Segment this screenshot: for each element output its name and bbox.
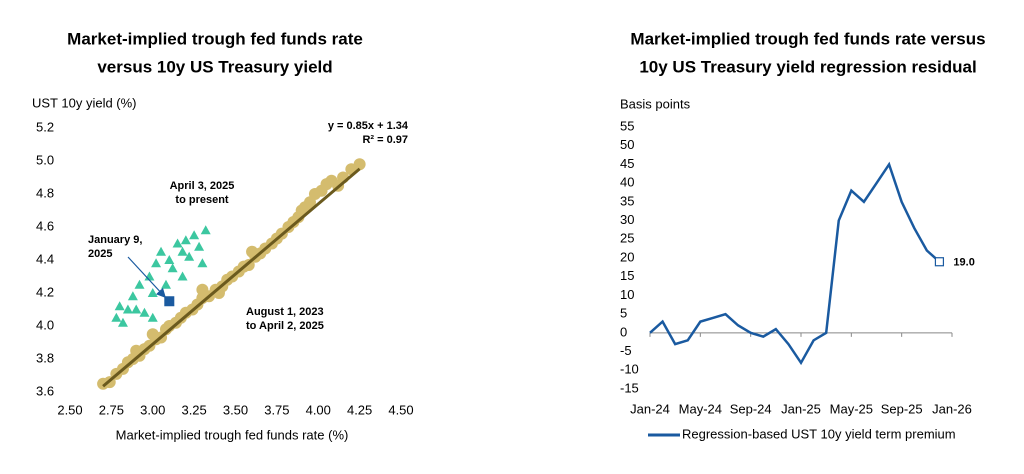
y-tick-label: 10 (620, 287, 634, 302)
point (160, 279, 171, 289)
point (111, 312, 122, 322)
end-marker (934, 257, 945, 267)
x-tick-label: May-24 (679, 401, 722, 416)
y-tick-label: 0 (620, 324, 627, 339)
arrow (127, 256, 166, 299)
point (189, 230, 200, 240)
y-tick-label: 5.0 (36, 152, 54, 167)
x-axis-label: Market-implied trough fed funds rate (%) (116, 427, 349, 442)
y-tick-label: -15 (620, 380, 639, 395)
y-axis-label: Basis points (620, 96, 691, 111)
y-tick-label: -10 (620, 362, 639, 377)
x-tick-label: 4.50 (388, 402, 413, 417)
point (180, 235, 191, 245)
y-tick-label: 50 (620, 137, 634, 152)
annotation: y = 0.85x + 1.34 (328, 120, 409, 132)
x-tick-label: Jan-25 (781, 401, 821, 416)
point (353, 158, 366, 171)
x-tick-label: 4.25 (347, 402, 372, 417)
point (177, 246, 188, 256)
x-tick-label: 3.75 (264, 402, 289, 417)
x-tick-label: Jan-26 (932, 401, 972, 416)
point (246, 245, 259, 258)
chart-title: versus 10y US Treasury yield (97, 57, 332, 76)
y-tick-label: 25 (620, 231, 634, 246)
point (134, 279, 145, 289)
y-tick-label: 4.8 (36, 185, 54, 200)
point (167, 263, 178, 273)
value-label: 19.0 (953, 257, 974, 269)
y-tick-label: -5 (620, 343, 632, 358)
point (194, 241, 205, 251)
line (649, 161, 941, 366)
y-tick-label: 4.4 (36, 251, 54, 266)
annotation: to present (175, 194, 229, 206)
chart-title: 10y US Treasury yield regression residua… (639, 57, 976, 76)
point (164, 296, 175, 307)
x-tick-label: May-25 (830, 401, 873, 416)
y-tick-label: 55 (620, 118, 634, 133)
y-tick-label: 15 (620, 268, 634, 283)
y-tick-label: 4.2 (36, 284, 54, 299)
annotation: to April 2, 2025 (246, 320, 324, 332)
point (164, 255, 175, 264)
y-tick-label: 3.8 (36, 350, 54, 365)
annotation: August 1, 2023 (246, 306, 324, 318)
y-tick-label: 45 (620, 156, 634, 171)
point (122, 304, 133, 314)
point (146, 328, 159, 341)
x-tick-label: Sep-25 (881, 401, 923, 416)
y-axis-label: UST 10y yield (%) (32, 95, 137, 110)
point (177, 271, 188, 281)
y-tick-label: 35 (620, 193, 634, 208)
point (197, 258, 208, 268)
y-tick-label: 5 (620, 306, 627, 321)
chart-title: Market-implied trough fed funds rate (67, 29, 363, 48)
y-tick-label: 20 (620, 249, 634, 264)
point (127, 291, 138, 301)
point (147, 312, 158, 322)
x-tick-label: 4.00 (306, 402, 331, 417)
point (184, 251, 195, 261)
point (196, 283, 209, 296)
point (114, 301, 125, 311)
x-tick-label: 3.25 (181, 402, 206, 417)
y-tick-label: 4.0 (36, 317, 54, 332)
x-tick-label: 2.75 (99, 402, 124, 417)
annotation: January 9, (88, 234, 142, 246)
x-tick-label: 3.50 (223, 402, 248, 417)
point (131, 304, 142, 314)
annotation: April 3, 2025 (170, 180, 235, 192)
chart-title: Market-implied trough fed funds rate ver… (630, 29, 985, 48)
point (117, 317, 128, 327)
y-tick-label: 3.6 (36, 383, 54, 398)
point (156, 246, 167, 256)
trendline (102, 167, 361, 388)
legend-label: Regression-based UST 10y yield term prem… (682, 426, 956, 441)
annotation: 2025 (88, 248, 112, 260)
point (151, 258, 162, 268)
point (139, 307, 150, 317)
point (147, 288, 158, 297)
x-tick-label: Sep-24 (730, 401, 772, 416)
y-tick-label: 30 (620, 212, 634, 227)
y-tick-label: 5.2 (36, 119, 54, 134)
point (200, 225, 211, 235)
y-tick-label: 40 (620, 175, 634, 190)
point (172, 238, 183, 248)
x-tick-label: 3.00 (140, 402, 165, 417)
y-tick-label: 4.6 (36, 218, 54, 233)
x-tick-label: Jan-24 (630, 401, 670, 416)
annotation: R² = 0.97 (362, 134, 408, 146)
x-tick-label: 2.50 (57, 402, 82, 417)
